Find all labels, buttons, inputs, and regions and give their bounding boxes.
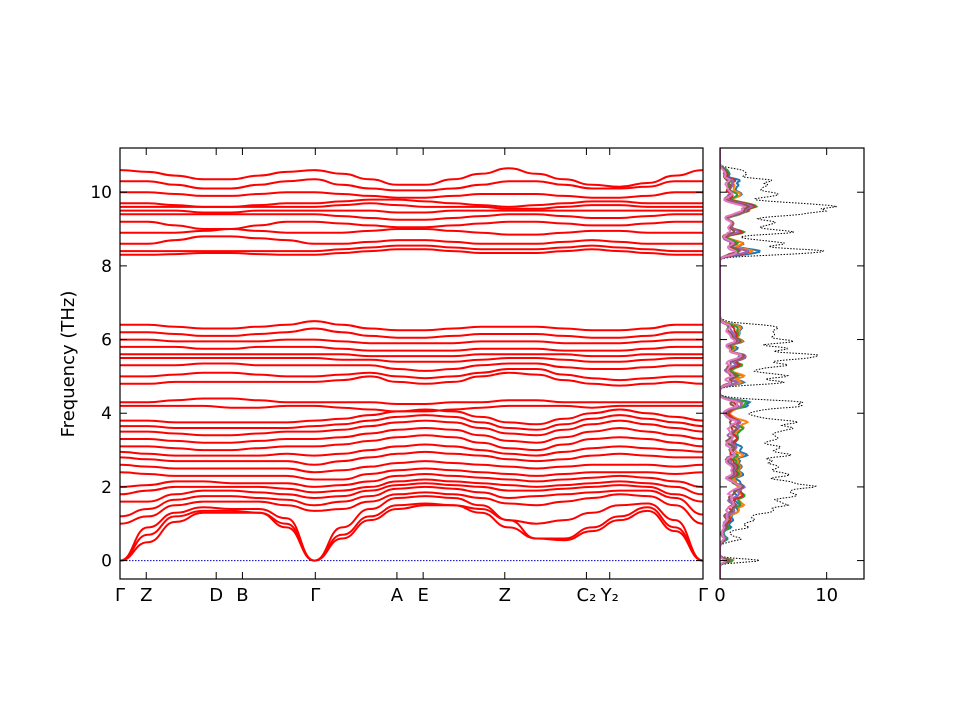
y-tick-label: 6 (101, 331, 112, 351)
partial-dos-line-6 (720, 148, 746, 579)
band-line-17 (120, 404, 703, 413)
band-line-36 (120, 198, 703, 208)
band-line-30 (120, 235, 703, 245)
band-line-26 (120, 327, 703, 339)
band-line-24 (120, 345, 703, 352)
band-line-37 (120, 191, 703, 199)
band-line-39 (120, 167, 703, 188)
band-line-13 (120, 426, 703, 444)
x-tick-label: C₂ (577, 585, 597, 606)
band-line-11 (120, 443, 703, 457)
band-line-33 (120, 213, 703, 221)
band-line-28 (120, 248, 703, 256)
x-tick-label: Γ (115, 585, 125, 606)
band-line-32 (120, 220, 703, 230)
x-tick-label: Y₂ (600, 585, 619, 606)
y-axis-label: Frequency (THz) (58, 291, 79, 438)
x-tick-label: Γ (698, 585, 708, 606)
band-line-10 (120, 450, 703, 466)
band-line-25 (120, 338, 703, 345)
band-line-15 (120, 414, 703, 431)
x-tick-label: Z (140, 585, 152, 606)
band-line-22 (120, 357, 703, 363)
band-line-1 (120, 502, 703, 562)
band-line-2 (120, 495, 703, 562)
band-line-3 (120, 491, 703, 525)
band-line-23 (120, 353, 703, 358)
x-tick-label: Z (499, 585, 511, 606)
dos-x-tick-label: 0 (714, 585, 725, 606)
y-tick-label: 8 (101, 257, 112, 277)
y-tick-label: 4 (101, 404, 112, 424)
band-line-7 (120, 472, 703, 488)
band-line-20 (120, 368, 703, 382)
band-line-0 (120, 504, 703, 562)
x-tick-label: B (236, 585, 248, 606)
x-tick-label: Γ (310, 585, 320, 606)
band-line-5 (120, 482, 703, 503)
band-line-12 (120, 434, 703, 452)
dos-panel: 0 10 (714, 147, 865, 606)
band-line-19 (120, 371, 703, 387)
band-line-9 (120, 460, 703, 474)
band-plot-frame (119, 147, 704, 580)
y-tick-label: 0 (101, 552, 112, 572)
band-line-38 (120, 178, 703, 192)
band-line-14 (120, 419, 703, 437)
band-line-34 (120, 209, 703, 214)
band-line-29 (120, 244, 703, 253)
band-line-18 (120, 397, 703, 405)
y-tick-label: 2 (101, 478, 112, 498)
dos-x-tick-label: 10 (815, 585, 838, 606)
x-tick-label: D (209, 585, 223, 606)
dos-plot-frame (719, 147, 865, 580)
x-tick-label: E (417, 585, 428, 606)
x-tick-label: A (391, 585, 404, 606)
band-line-6 (120, 478, 703, 496)
band-line-21 (120, 362, 703, 372)
total-dos-line (720, 148, 837, 579)
band-line-8 (120, 467, 703, 481)
band-line-4 (120, 485, 703, 518)
band-line-27 (120, 320, 703, 332)
y-tick-label: 10 (90, 183, 112, 203)
